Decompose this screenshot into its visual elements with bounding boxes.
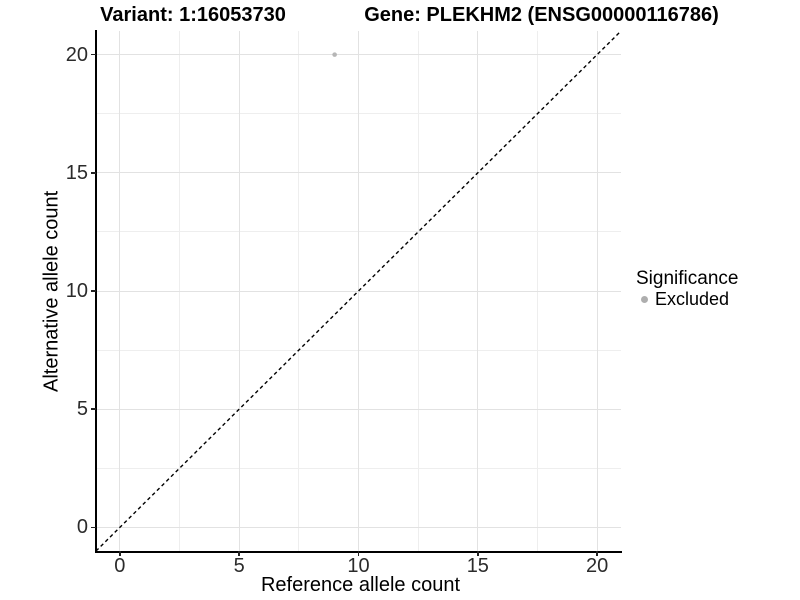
y-tick-label: 0 [76,516,88,539]
x-tick-label: 10 [347,555,370,577]
legend-title: Significance [636,268,739,289]
x-tick-mark [477,551,479,556]
x-axis-label: Reference allele count [260,574,460,596]
legend: Significance Excluded [636,269,738,310]
y-tick-label: 5 [76,398,88,421]
x-tick-label: 5 [233,555,245,577]
x-tick-mark [119,551,121,556]
y-major-gridline [96,54,621,56]
variant-title: Variant: 1:16053730 [100,4,286,26]
x-tick-mark [238,551,240,556]
x-tick-mark [357,551,360,556]
y-tick-label: 15 [65,161,88,184]
gene-title: Gene: PLEKHM2 (ENSG00000116786) [364,4,719,26]
legend-point-icon [641,296,648,303]
y-tick-mark [91,290,96,292]
legend-item-excluded: Excluded [636,289,738,310]
y-tick-mark [91,408,96,410]
x-tick-label: 15 [466,555,489,577]
y-tick-label: 20 [65,43,88,66]
identity-reference-line [96,31,621,551]
data-point [332,52,337,57]
y-tick-mark [91,526,96,529]
x-tick-label: 0 [114,555,126,577]
y-major-gridline [96,526,621,528]
y-axis-label: Alternative allele count [40,190,63,392]
y-tick-label: 10 [65,280,88,302]
y-tick-mark [91,172,96,174]
plot-canvas [96,31,621,551]
y-major-gridline [96,172,621,174]
x-tick-label: 20 [586,555,609,577]
x-tick-mark [596,551,598,556]
y-major-gridline [96,290,621,292]
plot-panel [96,31,621,551]
y-major-gridline [96,408,621,410]
legend-item-label: Excluded [655,289,730,309]
y-tick-mark [91,53,96,56]
